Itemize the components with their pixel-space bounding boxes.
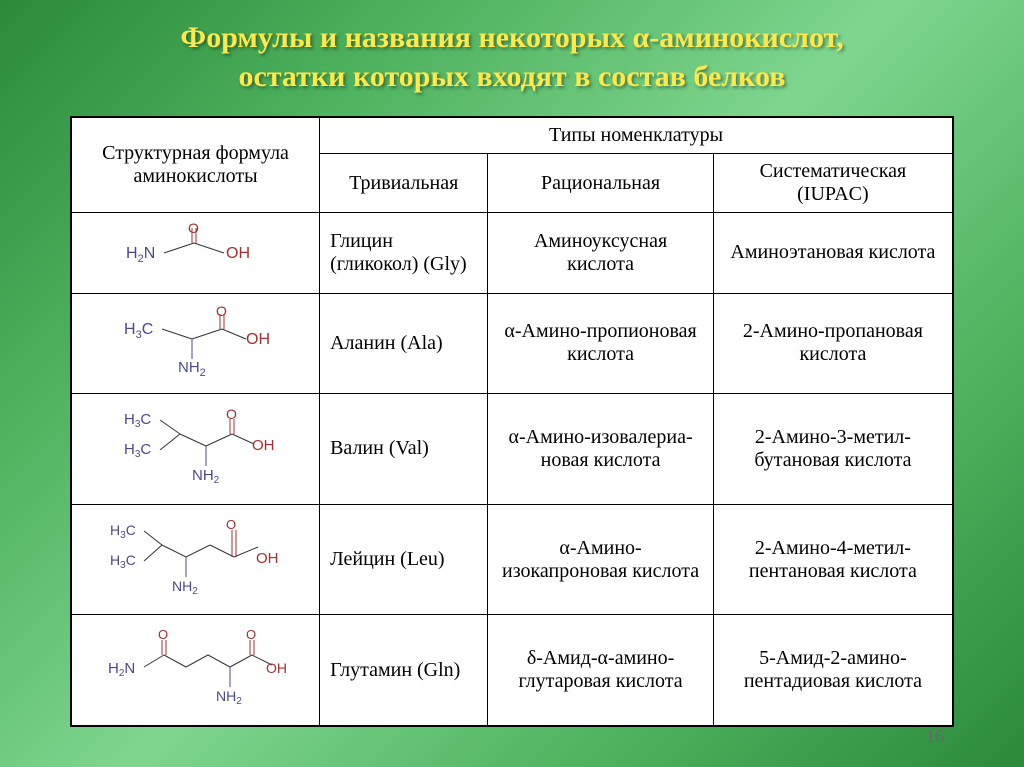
svg-text:O: O [246,627,256,642]
header-structure: Структурная формула аминокислоты [72,118,320,213]
iupac-leucine: 2-Амино-4-метил-пентановая кислота [713,504,952,615]
slide-title: Формулы и названия некоторых α-аминокисл… [0,0,1024,108]
header-types: Типы номенклатуры [320,118,953,154]
svg-text:H2N: H2N [108,660,135,679]
rational-glycine: Аминоуксусная кислота [488,213,713,294]
svg-text:NH2: NH2 [178,359,206,379]
table-row: H2N O O OH NH2 Глутамин (Gln) δ-Амид-α-а… [72,615,953,726]
structure-glycine: H2N O OH [72,213,320,294]
title-line-2: остатки которых входят в состав белков [239,60,786,93]
amino-acids-table-wrap: Структурная формула аминокислоты Типы но… [70,116,954,727]
trivial-leucine: Лейцин (Leu) [320,504,488,615]
table-row: H3C H3C O OH O [72,504,953,615]
rational-glutamine: δ-Амид-α-амино-глутаровая кислота [488,615,713,726]
svg-text:H3C: H3C [124,321,153,341]
structure-valine: H3C H3C O OH NH2 [72,394,320,505]
iupac-alanine: 2-Амино-пропановая кислота [713,293,952,394]
trivial-alanine: Аланин (Ala) [320,293,488,394]
title-line-1: Формулы и названия некоторых α-аминокисл… [180,21,843,54]
svg-text:O: O [188,223,199,236]
svg-text:O: O [158,627,168,642]
svg-text:H3C: H3C [110,552,136,571]
svg-text:OH: OH [246,331,270,348]
iupac-glutamine: 5-Амид-2-амино-пентадиовая кислота [713,615,952,726]
header-iupac: Систематическая (IUPAC) [713,154,952,213]
structure-glutamine: H2N O O OH NH2 [72,615,320,726]
trivial-valine: Валин (Val) [320,394,488,505]
svg-text:NH2: NH2 [192,467,220,486]
rational-valine: α-Амино-изовалериа-новая кислота [488,394,713,505]
structure-alanine: H3C O OH NH2 [72,293,320,394]
svg-text:OH: OH [256,550,279,567]
table-row: H3C H3C O OH NH2 Валин (Val) α-Амино-изо… [72,394,953,505]
svg-text:OH: OH [226,245,250,262]
header-rational: Рациональная [488,154,713,213]
svg-text:H3C: H3C [124,441,151,460]
iupac-valine: 2-Амино-3-метил-бутановая кислота [713,394,952,505]
svg-text:O: O [226,517,236,532]
svg-text:O: O [226,406,237,422]
svg-text:OH: OH [266,660,286,676]
svg-text:H2N: H2N [126,245,155,265]
rational-alanine: α-Амино-пропионовая кислота [488,293,713,394]
svg-text:H3C: H3C [124,411,151,430]
header-trivial: Тривиальная [320,154,488,213]
table-row: H3C O OH NH2 Аланин (Ala) α-Амино-пропио… [72,293,953,394]
page-number: 16 [926,726,944,747]
table-row: H2N O OH Глицин (гликокол) (Gly) Аминоук… [72,213,953,294]
trivial-glutamine: Глутамин (Gln) [320,615,488,726]
svg-text:OH: OH [252,437,275,454]
rational-leucine: α-Амино-изокапроновая кислота [488,504,713,615]
svg-text:O: O [216,304,227,319]
iupac-glycine: Аминоэтановая кислота [713,213,952,294]
structure-leucine: H3C H3C O OH O [72,504,320,615]
svg-text:NH2: NH2 [172,578,198,597]
trivial-glycine: Глицин (гликокол) (Gly) [320,213,488,294]
svg-text:NH2: NH2 [216,688,242,707]
amino-acids-table: Структурная формула аминокислоты Типы но… [71,117,953,726]
svg-text:H3C: H3C [110,522,136,541]
